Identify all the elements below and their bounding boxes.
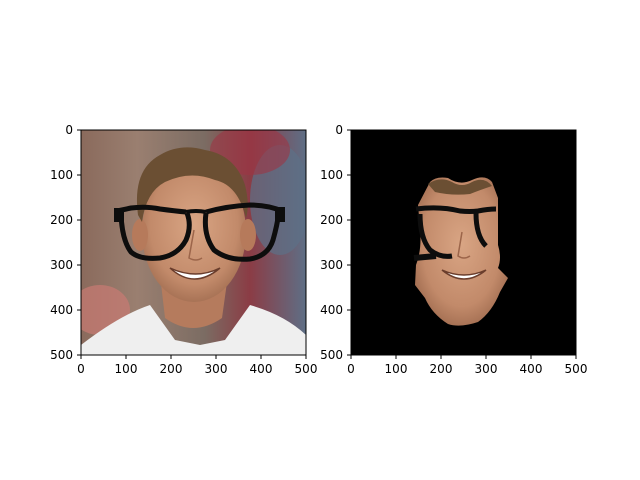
left-axes-frame — [80, 129, 307, 356]
right-ytick-label: 500 — [320, 348, 343, 362]
right-ytick-label: 300 — [320, 258, 343, 272]
left-xtick-label: 100 — [115, 362, 138, 376]
left-y-axis: 0 100 200 300 400 500 — [50, 123, 81, 362]
left-xtick-label: 200 — [160, 362, 183, 376]
right-ytick-label: 100 — [320, 168, 343, 182]
left-panel: 0 100 200 300 400 500 0 100 200 300 400 500 — [50, 123, 317, 376]
right-xtick-label: 200 — [430, 362, 453, 376]
right-ytick-label: 400 — [320, 303, 343, 317]
left-ytick-label: 200 — [50, 213, 73, 227]
left-ytick-label: 400 — [50, 303, 73, 317]
left-ytick-label: 0 — [65, 123, 73, 137]
right-glasses — [413, 205, 497, 261]
right-xtick-label: 500 — [565, 362, 588, 376]
left-xtick-label: 300 — [205, 362, 228, 376]
right-y-axis: 0 100 200 300 400 500 — [320, 123, 351, 362]
right-xtick-label: 0 — [347, 362, 355, 376]
left-ytick-label: 100 — [50, 168, 73, 182]
left-xtick-label: 400 — [250, 362, 273, 376]
left-x-axis: 0 100 200 300 400 500 — [77, 355, 317, 376]
right-image — [351, 130, 576, 355]
left-ytick-label: 300 — [50, 258, 73, 272]
left-xtick-label: 500 — [295, 362, 318, 376]
left-ytick-label: 500 — [50, 348, 73, 362]
right-axes-frame — [350, 129, 577, 356]
left-image — [81, 130, 306, 355]
glasses-overlay — [114, 202, 285, 262]
right-xtick-label: 100 — [385, 362, 408, 376]
right-ytick-label: 0 — [335, 123, 343, 137]
right-xtick-label: 300 — [475, 362, 498, 376]
right-panel: 0 100 200 300 400 500 0 100 200 300 400 500 — [320, 123, 587, 376]
right-x-axis: 0 100 200 300 400 500 — [347, 355, 587, 376]
right-xtick-label: 400 — [520, 362, 543, 376]
left-xtick-label: 0 — [77, 362, 85, 376]
right-ytick-label: 200 — [320, 213, 343, 227]
